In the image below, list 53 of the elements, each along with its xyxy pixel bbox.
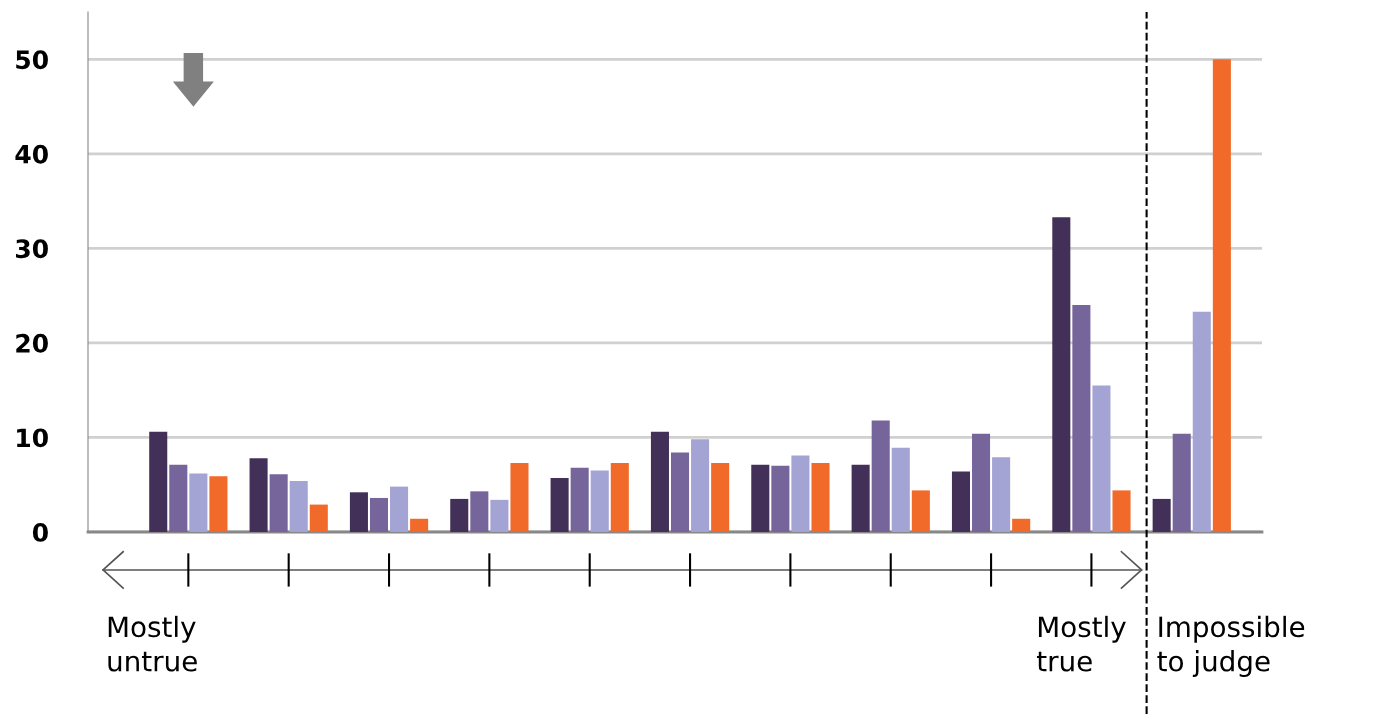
bar — [570, 467, 589, 532]
bar — [911, 490, 930, 532]
bar — [972, 433, 991, 532]
bar — [550, 478, 569, 532]
y-tick-label: 0 — [32, 522, 48, 542]
bar — [1112, 490, 1131, 532]
bar — [189, 473, 208, 532]
y-tick-label: 20 — [16, 333, 48, 353]
bar — [309, 504, 328, 532]
bar — [510, 462, 529, 532]
bar — [771, 465, 790, 532]
bar — [410, 518, 429, 532]
bar — [1012, 518, 1031, 532]
bar — [751, 464, 770, 532]
bar — [349, 492, 368, 532]
bar — [169, 464, 188, 532]
bar — [610, 462, 629, 532]
bar — [1212, 59, 1231, 532]
bar — [490, 499, 509, 532]
bar — [590, 470, 609, 532]
bar — [1092, 385, 1111, 532]
bar — [369, 497, 389, 532]
bar — [1152, 498, 1171, 532]
bar — [891, 447, 910, 532]
bar — [951, 471, 971, 532]
text: Mostly true — [1036, 615, 1126, 672]
bar — [1172, 433, 1191, 532]
bar — [149, 431, 168, 532]
bar — [851, 464, 870, 532]
bar — [691, 439, 710, 532]
bar — [791, 455, 810, 532]
bar — [1072, 305, 1091, 532]
y-tick-label: 40 — [15, 144, 48, 164]
bar — [289, 480, 308, 532]
bar — [871, 420, 890, 532]
bar — [670, 452, 690, 532]
bar — [470, 491, 489, 532]
bar — [1052, 217, 1071, 532]
bar — [450, 498, 469, 532]
bar — [711, 462, 730, 532]
bar — [1192, 311, 1211, 532]
bar — [269, 474, 288, 532]
bar — [249, 458, 268, 532]
y-tick-label: 30 — [15, 239, 48, 259]
text: Mostly untrue — [108, 615, 197, 672]
bar — [650, 431, 669, 532]
bar — [209, 476, 228, 532]
bar — [390, 486, 409, 532]
bar — [992, 457, 1011, 532]
bar — [811, 462, 830, 532]
y-tick-label: 10 — [17, 428, 48, 448]
y-tick-label: 50 — [16, 50, 48, 70]
text: Impossible to judge — [1157, 615, 1305, 677]
